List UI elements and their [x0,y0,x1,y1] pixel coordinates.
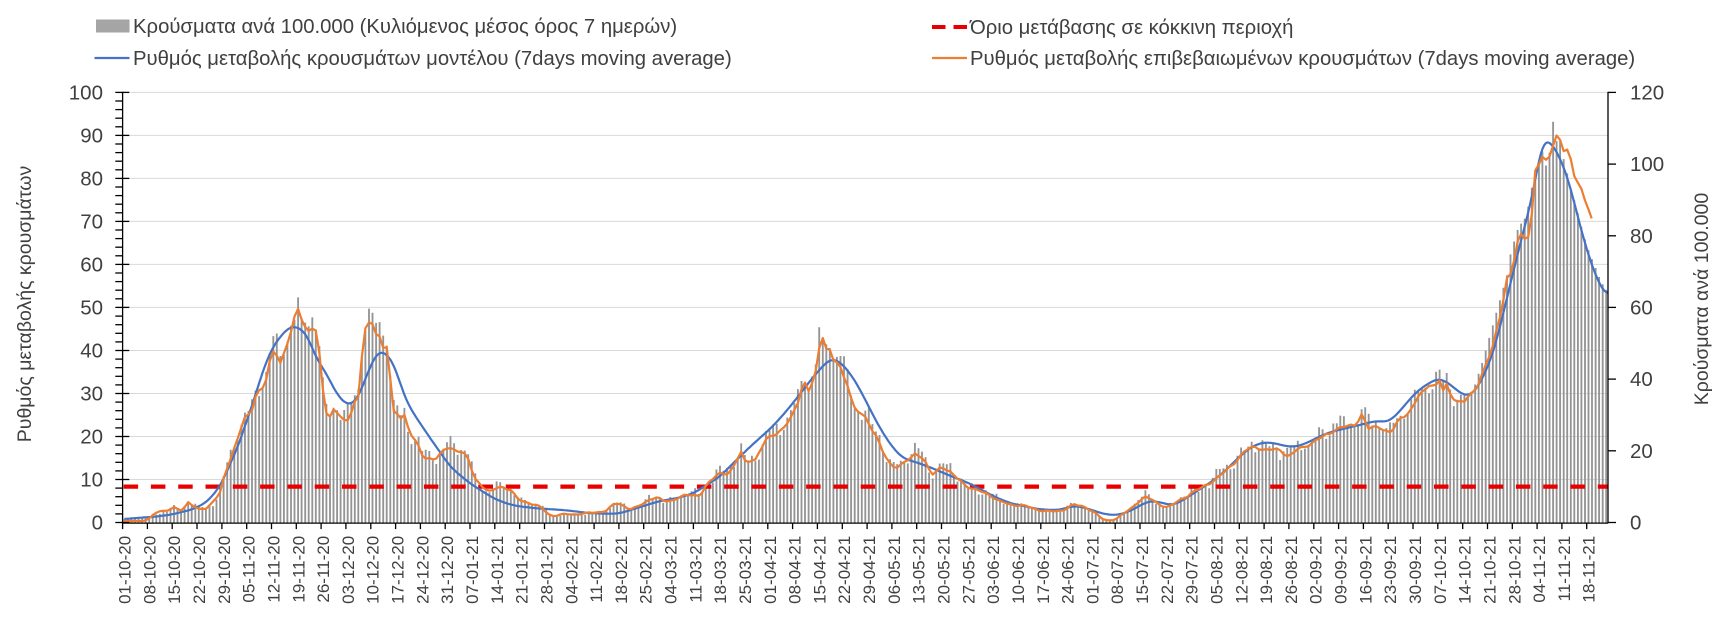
svg-text:18-02-21: 18-02-21 [612,536,631,604]
svg-text:Όριο μετάβασης σε κόκκινη περι: Όριο μετάβασης σε κόκκινη περιοχή [969,17,1293,39]
svg-text:40: 40 [1630,368,1653,391]
svg-text:03-06-21: 03-06-21 [984,536,1003,604]
svg-text:15-07-21: 15-07-21 [1133,536,1152,604]
svg-text:27-05-21: 27-05-21 [959,536,978,604]
svg-text:03-12-20: 03-12-20 [339,536,358,604]
svg-text:23-09-21: 23-09-21 [1381,536,1400,604]
svg-text:21-10-21: 21-10-21 [1480,536,1499,604]
svg-text:100: 100 [69,81,103,104]
svg-text:Ρυθμός μεταβολής επιβεβαιωμένω: Ρυθμός μεταβολής επιβεβαιωμένων κρουσμάτ… [970,48,1635,70]
svg-text:29-04-21: 29-04-21 [860,536,879,604]
svg-text:28-01-21: 28-01-21 [537,536,556,604]
svg-text:11-02-21: 11-02-21 [587,536,606,603]
svg-text:13-05-21: 13-05-21 [910,536,929,604]
svg-text:07-10-21: 07-10-21 [1431,536,1450,604]
svg-text:25-02-21: 25-02-21 [637,536,656,604]
svg-text:90: 90 [80,124,103,147]
svg-text:80: 80 [1630,225,1653,248]
svg-text:22-07-21: 22-07-21 [1158,536,1177,604]
svg-text:0: 0 [1630,512,1641,535]
svg-text:05-11-20: 05-11-20 [240,536,259,603]
svg-text:60: 60 [80,253,103,276]
svg-text:16-09-21: 16-09-21 [1356,536,1375,604]
svg-text:10-12-20: 10-12-20 [364,536,383,604]
svg-text:06-05-21: 06-05-21 [885,536,904,604]
svg-text:29-07-21: 29-07-21 [1183,536,1202,604]
svg-text:10-06-21: 10-06-21 [1009,536,1028,604]
svg-text:29-10-20: 29-10-20 [215,536,234,604]
svg-text:18-03-21: 18-03-21 [711,536,730,604]
svg-text:01-04-21: 01-04-21 [761,536,780,604]
svg-text:21-01-21: 21-01-21 [513,536,532,604]
svg-text:09-09-21: 09-09-21 [1332,536,1351,604]
svg-text:15-04-21: 15-04-21 [810,536,829,604]
svg-text:40: 40 [80,340,103,363]
svg-text:28-10-21: 28-10-21 [1505,536,1524,604]
svg-text:11-03-21: 11-03-21 [686,536,705,603]
svg-text:70: 70 [80,210,103,233]
svg-text:04-03-21: 04-03-21 [662,536,681,604]
svg-text:24-12-20: 24-12-20 [413,536,432,604]
svg-text:01-10-20: 01-10-20 [116,536,135,604]
svg-text:17-06-21: 17-06-21 [1034,536,1053,604]
svg-text:14-10-21: 14-10-21 [1456,536,1475,604]
svg-text:0: 0 [92,512,103,535]
svg-text:08-10-20: 08-10-20 [140,536,159,604]
svg-text:19-11-20: 19-11-20 [289,536,308,603]
svg-text:22-10-20: 22-10-20 [190,536,209,604]
svg-text:25-03-21: 25-03-21 [736,536,755,604]
svg-text:05-08-21: 05-08-21 [1208,536,1227,604]
svg-text:26-11-20: 26-11-20 [314,536,333,603]
svg-text:30: 30 [80,383,103,406]
svg-text:15-10-20: 15-10-20 [165,536,184,604]
svg-text:08-07-21: 08-07-21 [1108,536,1127,604]
svg-text:17-12-20: 17-12-20 [389,536,408,604]
svg-text:11-11-21: 11-11-21 [1555,536,1574,602]
svg-text:07-01-21: 07-01-21 [463,536,482,604]
svg-text:Ρυθμός μεταβολής κρουσμάτων μο: Ρυθμός μεταβολής κρουσμάτων μοντέλου (7d… [133,48,732,70]
svg-text:30-09-21: 30-09-21 [1406,536,1425,604]
svg-text:50: 50 [80,296,103,319]
svg-text:12-11-20: 12-11-20 [265,536,284,603]
svg-text:60: 60 [1630,296,1653,319]
svg-text:04-02-21: 04-02-21 [562,536,581,604]
svg-text:04-11-21: 04-11-21 [1530,536,1549,603]
svg-text:18-11-21: 18-11-21 [1580,536,1599,603]
svg-text:20: 20 [1630,440,1653,463]
svg-text:10: 10 [80,469,103,492]
svg-text:31-12-20: 31-12-20 [438,536,457,604]
svg-text:80: 80 [80,167,103,190]
svg-text:22-04-21: 22-04-21 [835,536,854,604]
svg-text:08-04-21: 08-04-21 [786,536,805,604]
svg-text:14-01-21: 14-01-21 [488,536,507,604]
svg-text:120: 120 [1630,81,1664,104]
svg-text:100: 100 [1630,153,1664,176]
svg-text:20-05-21: 20-05-21 [935,536,954,604]
svg-text:12-08-21: 12-08-21 [1232,536,1251,604]
svg-text:24-06-21: 24-06-21 [1059,536,1078,604]
svg-text:20: 20 [80,426,103,449]
svg-text:26-08-21: 26-08-21 [1282,536,1301,604]
svg-text:Κρούσματα ανά 100.000 (Κυλιόμε: Κρούσματα ανά 100.000 (Κυλιόμενος μέσος … [133,16,677,38]
svg-text:19-08-21: 19-08-21 [1257,536,1276,604]
svg-text:Κρούσματα ανά 100.000: Κρούσματα ανά 100.000 [1691,193,1712,406]
svg-text:02-09-21: 02-09-21 [1307,536,1326,604]
svg-text:Ρυθμός μεταβολής κρουσμάτων: Ρυθμός μεταβολής κρουσμάτων [14,166,36,442]
svg-text:01-07-21: 01-07-21 [1083,536,1102,604]
